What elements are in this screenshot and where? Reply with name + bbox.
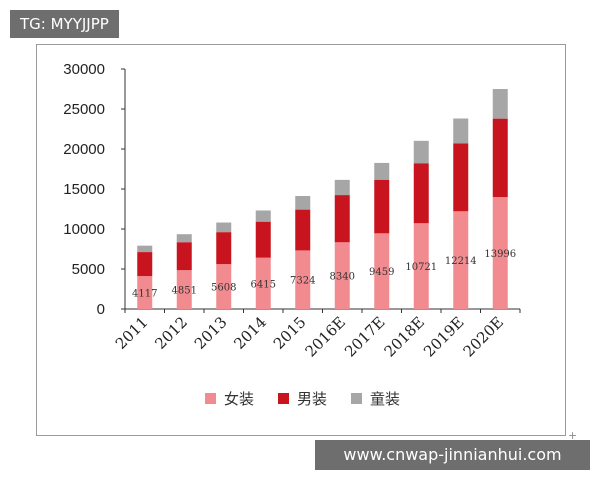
legend-label-male: 男装 (297, 390, 328, 408)
x-tick-label: 2013 (191, 313, 231, 353)
data-labels: 4117 4851 5608 6415 7324 8340 9459 10721 12214 13… (132, 249, 516, 300)
bar-child-2018E (413, 140, 429, 164)
corner-mark: + (568, 429, 578, 442)
data-label: 9459 (369, 267, 394, 278)
x-tick-label: 2016E (302, 313, 349, 360)
bar-child-2019E (453, 118, 469, 144)
bar-female-2017E (374, 233, 390, 309)
x-tick-label: 2014 (230, 313, 270, 353)
bar-male-2018E (413, 163, 429, 224)
bar-child-2012 (176, 234, 192, 243)
legend-swatch-male (278, 393, 290, 404)
y-tick-label: 10000 (63, 221, 105, 238)
bar-male-2013 (216, 232, 232, 265)
bar-male-2014 (255, 221, 271, 258)
bar-female-2012 (176, 270, 192, 309)
bar-male-2019E (453, 143, 469, 212)
bar-female-2018E (413, 223, 429, 309)
y-tick-label: 20000 (63, 141, 105, 158)
bar-female-2013 (216, 264, 232, 309)
data-label: 8340 (330, 272, 355, 283)
x-tick-label: 2017E (341, 313, 388, 360)
legend: 女装 男装 童装 (205, 388, 424, 409)
legend-item-male: 男装 (278, 388, 327, 409)
bar-child-2014 (255, 210, 271, 222)
chart-frame (36, 44, 566, 436)
y-tick-label: 15000 (63, 181, 105, 198)
bar-female-2019E (453, 211, 469, 309)
x-tick-label: 2019E (420, 313, 467, 360)
data-label: 7324 (290, 276, 315, 287)
x-tick-label: 2011 (112, 313, 152, 353)
bar-male-2011 (137, 252, 153, 277)
data-label: 5608 (211, 283, 236, 294)
bar-child-2020E (492, 89, 508, 119)
data-label: 12214 (445, 256, 477, 267)
x-tick-label: 2018E (381, 313, 428, 360)
legend-label-female: 女装 (224, 390, 255, 408)
x-axis: 2011 2012 2013 2014 20152016E2017E2018E2019E… (112, 308, 521, 361)
data-label: 4851 (172, 286, 197, 297)
bar-female-2020E (492, 197, 508, 309)
legend-item-female: 女装 (205, 388, 254, 409)
legend-label-child: 童装 (370, 390, 401, 408)
legend-swatch-female (205, 393, 216, 404)
data-label: 10721 (405, 262, 437, 273)
bar-child-2017E (374, 162, 390, 180)
bar-female-2011 (137, 276, 153, 309)
tg-label: TG: MYYJJPP (10, 10, 119, 38)
y-tick-label: 30000 (63, 61, 105, 78)
bar-female-2016E (334, 242, 350, 309)
x-tick-label: 2020E (460, 313, 507, 360)
bar-child-2013 (216, 222, 232, 233)
legend-item-child: 童装 (351, 388, 400, 409)
bar-female-2014 (255, 257, 271, 309)
bar-male-2015 (295, 209, 311, 251)
y-axis: 0 5000 10000 15000 20000 25000 30000 (63, 61, 126, 318)
bar-female-2015 (295, 250, 311, 309)
y-tick-label: 5000 (72, 261, 105, 278)
bar-male-2020E (492, 118, 508, 198)
bar-male-2012 (176, 242, 192, 271)
legend-swatch-child (351, 393, 363, 404)
bar-child-2015 (295, 196, 311, 210)
data-label: 13996 (484, 249, 516, 260)
data-label: 4117 (132, 289, 157, 300)
x-tick-label: 2012 (151, 313, 191, 353)
bars (137, 89, 508, 309)
data-label: 6415 (251, 279, 276, 290)
y-tick-label: 25000 (63, 101, 105, 118)
bar-child-2011 (137, 245, 153, 253)
bar-male-2016E (334, 195, 350, 243)
watermark-url: www.cnwap-jinnianhui.com (315, 440, 590, 470)
y-tick-label: 0 (97, 301, 105, 318)
bar-male-2017E (374, 179, 390, 234)
bar-child-2016E (334, 179, 350, 196)
